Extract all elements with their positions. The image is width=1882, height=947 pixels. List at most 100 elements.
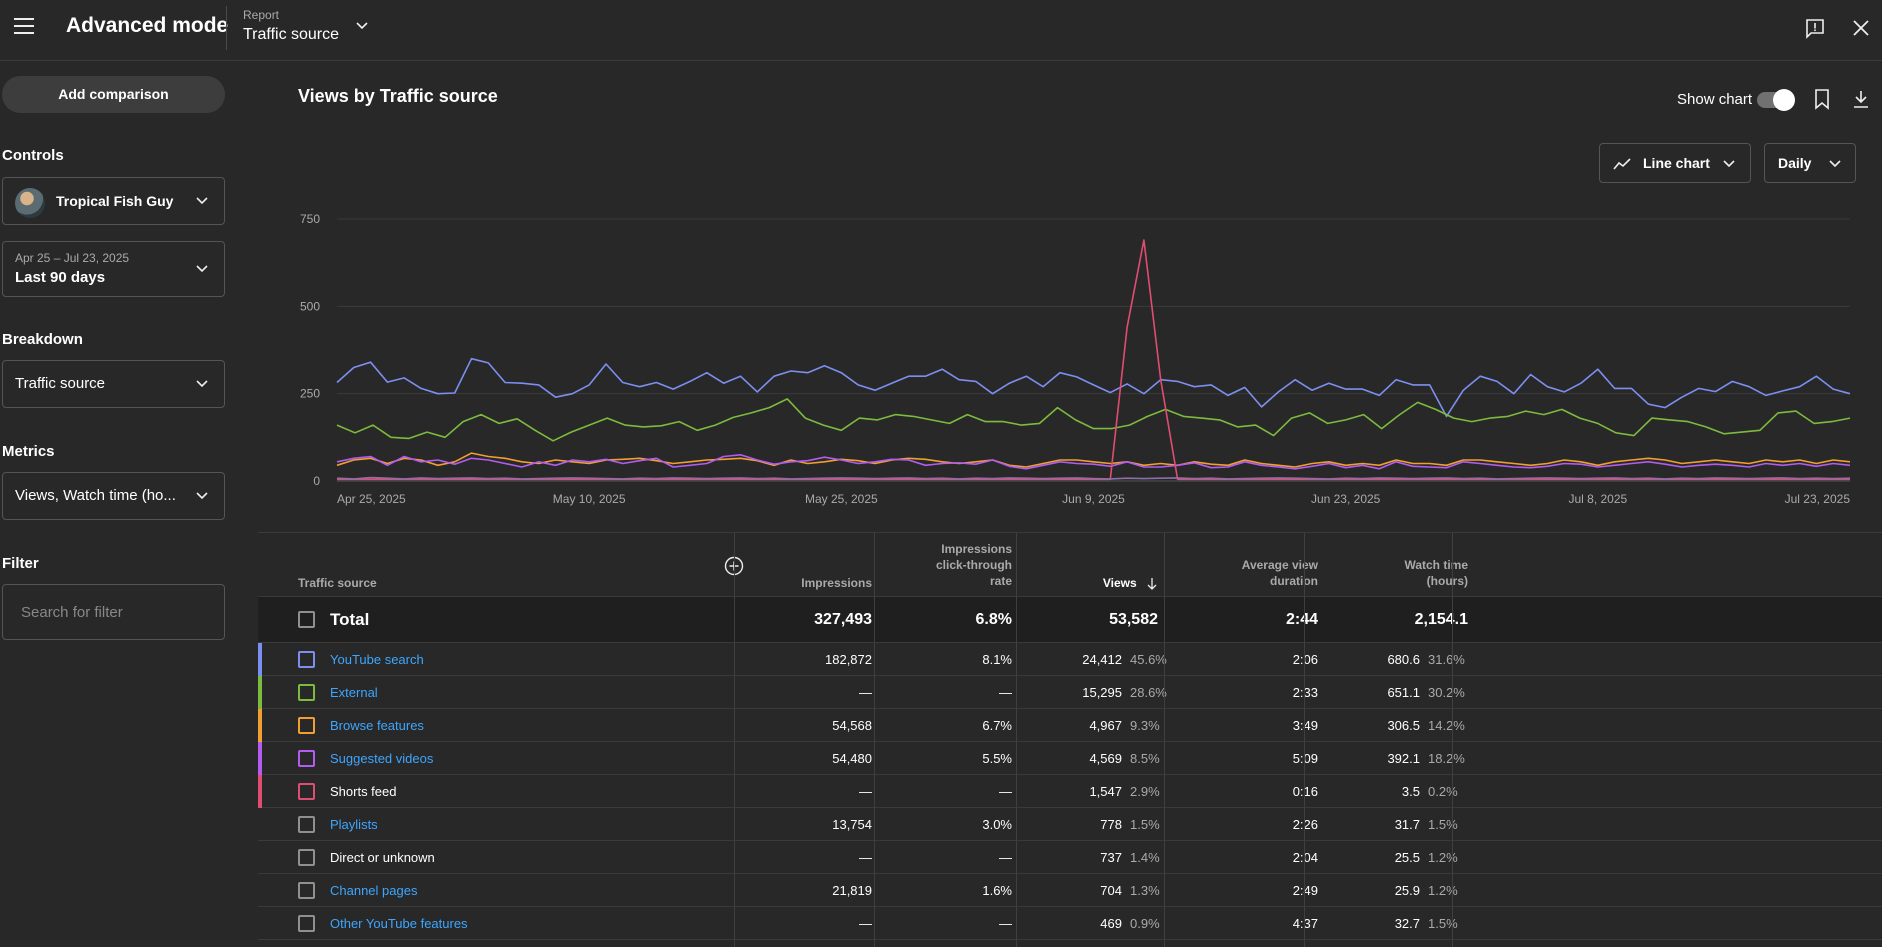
x-tick-label: Jun 9, 2025 bbox=[1062, 492, 1125, 506]
traffic-source-name[interactable]: Channel pages bbox=[330, 883, 418, 898]
bookmark-icon[interactable] bbox=[1813, 88, 1831, 110]
granularity-selector[interactable]: Daily bbox=[1764, 143, 1856, 183]
traffic-source-name[interactable]: Suggested videos bbox=[330, 751, 434, 766]
date-range-selector[interactable]: Apr 25 – Jul 23, 2025 Last 90 days bbox=[2, 241, 225, 297]
col-header-views[interactable]: Views bbox=[1058, 575, 1158, 591]
series-line[interactable] bbox=[336, 452, 1851, 468]
series-line[interactable] bbox=[336, 357, 1851, 418]
breakdown-selector[interactable]: Traffic source bbox=[2, 360, 225, 408]
avd-header-line1: Average view bbox=[1241, 558, 1318, 572]
watch-time-pct-cell: 18.2% bbox=[1428, 751, 1465, 766]
row-checkbox[interactable] bbox=[298, 816, 315, 833]
traffic-source-name[interactable]: Other YouTube features bbox=[330, 916, 468, 931]
row-checkbox[interactable] bbox=[298, 915, 315, 932]
show-chart-toggle[interactable] bbox=[1757, 89, 1795, 111]
traffic-source-name: Direct or unknown bbox=[330, 850, 435, 865]
watch-time-cell: 31.7 bbox=[1394, 817, 1420, 832]
total-impressions: 327,493 bbox=[814, 611, 872, 628]
series-color-bar bbox=[258, 709, 262, 742]
chart-title: Views by Traffic source bbox=[298, 86, 498, 106]
chevron-down-icon bbox=[1723, 160, 1735, 168]
avd-cell: 0:16 bbox=[1292, 784, 1318, 799]
traffic-source-name[interactable]: Playlists bbox=[330, 817, 378, 832]
channel-name: Tropical Fish Guy bbox=[56, 193, 174, 209]
views-cell: 737 bbox=[1100, 850, 1122, 865]
total-ctr: 6.8% bbox=[975, 611, 1012, 628]
views-pct-cell: 1.4% bbox=[1130, 850, 1160, 865]
ctr-cell: 8.1% bbox=[982, 652, 1012, 667]
close-icon[interactable] bbox=[1850, 17, 1872, 39]
ctr-header-line3: rate bbox=[989, 574, 1012, 588]
watch-time-pct-cell: 31.6% bbox=[1428, 652, 1465, 667]
watch-time-pct-cell: 1.5% bbox=[1428, 817, 1458, 832]
feedback-icon[interactable] bbox=[1804, 17, 1826, 39]
views-cell: 24,412 bbox=[1082, 652, 1122, 667]
row-checkbox[interactable] bbox=[298, 651, 315, 668]
col-header-watch-time[interactable]: Watch time (hours) bbox=[1368, 557, 1468, 589]
col-header-impressions[interactable]: Impressions bbox=[801, 576, 872, 590]
table-row: Shorts feed — — 1,547 2.9% 0:16 3.5 0.2% bbox=[258, 775, 1882, 808]
watch-time-cell: 392.1 bbox=[1387, 751, 1420, 766]
chevron-down-icon bbox=[196, 265, 208, 273]
total-checkbox[interactable] bbox=[298, 611, 315, 628]
watch-time-cell: 25.5 bbox=[1394, 850, 1420, 865]
ctr-cell: — bbox=[999, 916, 1012, 931]
series-color-bar bbox=[258, 643, 262, 676]
column-divider bbox=[1452, 532, 1453, 947]
avd-cell: 2:33 bbox=[1292, 685, 1318, 700]
channel-selector[interactable]: Tropical Fish Guy bbox=[2, 177, 225, 225]
report-label: Report bbox=[243, 8, 280, 22]
series-line[interactable] bbox=[336, 398, 1851, 442]
total-avd: 2:44 bbox=[1285, 611, 1318, 628]
report-selector[interactable]: Traffic source bbox=[243, 26, 340, 43]
wt-header-line1: Watch time bbox=[1404, 558, 1468, 572]
col-header-source[interactable]: Traffic source bbox=[298, 576, 377, 590]
row-checkbox[interactable] bbox=[298, 783, 315, 800]
avd-cell: 4:37 bbox=[1292, 916, 1318, 931]
download-icon[interactable] bbox=[1852, 89, 1870, 109]
series-line[interactable] bbox=[336, 476, 1851, 480]
filter-search bbox=[2, 584, 225, 640]
watch-time-pct-cell: 1.5% bbox=[1428, 916, 1458, 931]
total-label: Total bbox=[330, 610, 370, 629]
column-divider bbox=[734, 532, 735, 947]
series-line[interactable] bbox=[336, 454, 1851, 470]
add-comparison-button[interactable]: Add comparison bbox=[2, 76, 225, 113]
chart-type-selector[interactable]: Line chart bbox=[1599, 143, 1751, 183]
series-line[interactable] bbox=[337, 239, 1850, 481]
filter-search-input[interactable] bbox=[3, 585, 224, 639]
table-row: YouTube search 182,872 8.1% 24,412 45.6% 2:06… bbox=[258, 643, 1882, 676]
views-pct-cell: 9.3% bbox=[1130, 718, 1160, 733]
views-pct-cell: 28.6% bbox=[1130, 685, 1167, 700]
sidebar: Add comparison Controls Tropical Fish Gu… bbox=[0, 61, 258, 933]
sort-down-icon bbox=[1147, 577, 1157, 590]
views-cell: 15,295 bbox=[1082, 685, 1122, 700]
chevron-down-icon[interactable] bbox=[354, 18, 370, 34]
col-header-ctr[interactable]: Impressions click-through rate bbox=[918, 541, 1012, 589]
ctr-cell: — bbox=[999, 685, 1012, 700]
x-tick-label: Jul 8, 2025 bbox=[1568, 492, 1627, 506]
ctr-cell: 6.7% bbox=[982, 718, 1012, 733]
row-checkbox[interactable] bbox=[298, 717, 315, 734]
x-tick-label: May 10, 2025 bbox=[553, 492, 626, 506]
col-header-avd[interactable]: Average view duration bbox=[1218, 557, 1318, 589]
show-chart-label: Show chart bbox=[1677, 91, 1753, 108]
traffic-source-name[interactable]: External bbox=[330, 685, 378, 700]
column-divider bbox=[874, 532, 875, 947]
views-cell: 4,967 bbox=[1089, 718, 1122, 733]
menu-icon[interactable] bbox=[14, 18, 34, 36]
avd-cell: 3:49 bbox=[1292, 718, 1318, 733]
views-pct-cell: 2.9% bbox=[1130, 784, 1160, 799]
row-checkbox[interactable] bbox=[298, 750, 315, 767]
y-tick-label: 500 bbox=[300, 299, 320, 313]
watch-time-pct-cell: 1.2% bbox=[1428, 850, 1458, 865]
views-pct-cell: 45.6% bbox=[1130, 652, 1167, 667]
traffic-source-name[interactable]: Browse features bbox=[330, 718, 424, 733]
row-checkbox[interactable] bbox=[298, 849, 315, 866]
row-checkbox[interactable] bbox=[298, 684, 315, 701]
row-checkbox[interactable] bbox=[298, 882, 315, 899]
date-range: Apr 25 – Jul 23, 2025 bbox=[15, 251, 130, 265]
traffic-source-name[interactable]: YouTube search bbox=[330, 652, 424, 667]
ctr-header-line1: Impressions bbox=[941, 542, 1012, 556]
metrics-selector[interactable]: Views, Watch time (ho... bbox=[2, 472, 225, 520]
